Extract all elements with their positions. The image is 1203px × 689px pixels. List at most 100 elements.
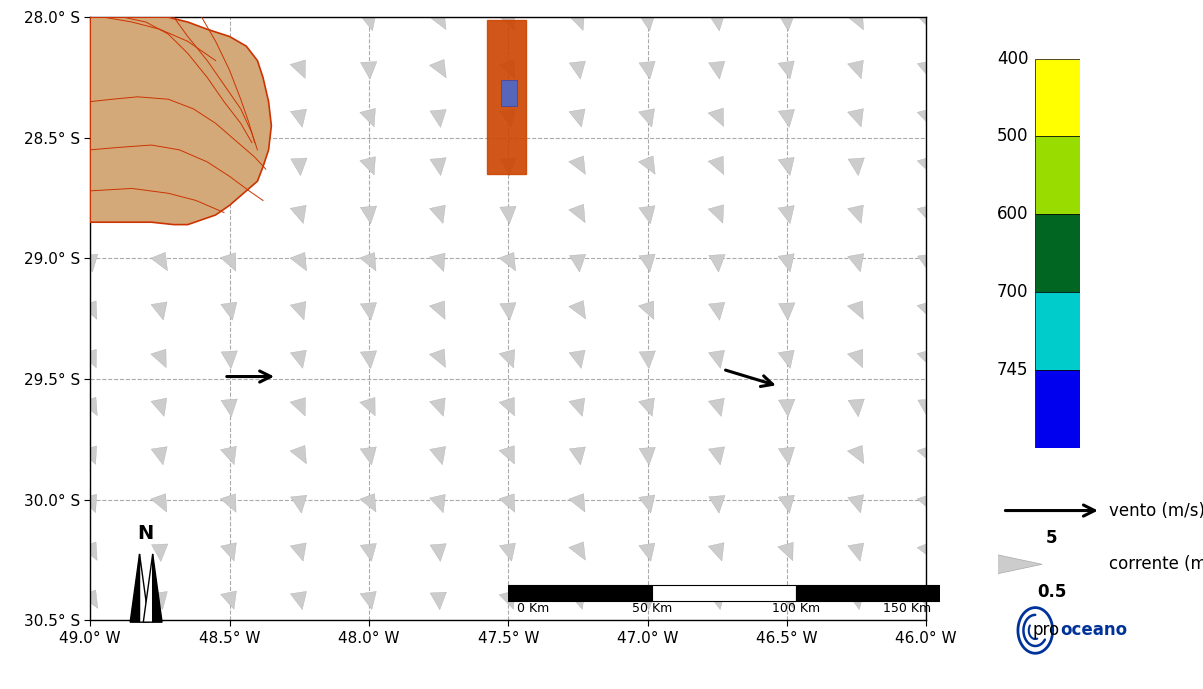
Polygon shape <box>639 351 656 369</box>
Polygon shape <box>918 61 934 79</box>
Polygon shape <box>429 59 446 78</box>
Polygon shape <box>778 542 793 561</box>
Polygon shape <box>360 544 377 562</box>
Text: 400: 400 <box>997 50 1029 68</box>
Text: 0 Km: 0 Km <box>517 602 549 615</box>
Polygon shape <box>709 398 724 416</box>
Polygon shape <box>81 446 96 464</box>
Polygon shape <box>709 350 724 369</box>
Polygon shape <box>499 60 515 78</box>
Polygon shape <box>290 591 307 610</box>
Polygon shape <box>429 301 445 320</box>
Polygon shape <box>429 398 445 416</box>
Polygon shape <box>709 254 725 272</box>
Polygon shape <box>848 543 864 562</box>
Polygon shape <box>361 302 377 320</box>
Polygon shape <box>709 543 724 561</box>
Polygon shape <box>848 158 865 176</box>
Polygon shape <box>709 108 724 127</box>
Bar <box>1035 59 1080 136</box>
Polygon shape <box>639 156 656 174</box>
Polygon shape <box>360 108 375 127</box>
Polygon shape <box>360 398 375 416</box>
Polygon shape <box>81 590 97 608</box>
Text: 50 Km: 50 Km <box>632 602 672 615</box>
Polygon shape <box>639 109 654 127</box>
Polygon shape <box>220 446 236 464</box>
Polygon shape <box>639 206 654 224</box>
Polygon shape <box>992 554 1042 575</box>
Polygon shape <box>917 108 932 127</box>
Polygon shape <box>848 495 864 513</box>
Text: 500: 500 <box>997 127 1029 145</box>
Text: corrente (m/s): corrente (m/s) <box>1109 555 1203 573</box>
Polygon shape <box>150 494 167 512</box>
Polygon shape <box>502 80 516 106</box>
Polygon shape <box>360 591 377 610</box>
Polygon shape <box>499 446 515 464</box>
Polygon shape <box>290 543 307 562</box>
Polygon shape <box>499 109 516 127</box>
Polygon shape <box>290 205 307 223</box>
Polygon shape <box>778 13 795 31</box>
Polygon shape <box>221 302 237 320</box>
Polygon shape <box>360 252 377 271</box>
Polygon shape <box>220 543 236 561</box>
Polygon shape <box>848 205 864 223</box>
Polygon shape <box>150 349 166 368</box>
Polygon shape <box>569 300 586 319</box>
Polygon shape <box>429 11 446 30</box>
Polygon shape <box>81 301 97 319</box>
Polygon shape <box>81 494 96 513</box>
Polygon shape <box>639 398 654 416</box>
Polygon shape <box>81 542 97 560</box>
Polygon shape <box>778 157 794 176</box>
Polygon shape <box>569 61 586 79</box>
Polygon shape <box>639 301 654 320</box>
Polygon shape <box>290 60 306 79</box>
Polygon shape <box>569 109 585 127</box>
Polygon shape <box>290 350 307 369</box>
Polygon shape <box>499 590 515 609</box>
Bar <box>1035 292 1080 370</box>
Polygon shape <box>777 590 794 608</box>
Polygon shape <box>360 493 377 512</box>
Polygon shape <box>847 349 863 368</box>
Polygon shape <box>361 351 377 369</box>
Polygon shape <box>639 543 654 562</box>
Polygon shape <box>778 447 795 465</box>
Polygon shape <box>429 446 445 465</box>
Polygon shape <box>150 398 167 416</box>
Polygon shape <box>639 13 656 31</box>
Polygon shape <box>709 13 725 31</box>
Polygon shape <box>361 61 377 79</box>
Text: 0.5: 0.5 <box>1037 583 1066 601</box>
Polygon shape <box>639 495 654 513</box>
Polygon shape <box>291 158 307 176</box>
Bar <box>1035 214 1080 292</box>
Polygon shape <box>709 302 725 320</box>
Polygon shape <box>709 446 724 465</box>
Text: 600: 600 <box>997 205 1029 223</box>
Polygon shape <box>153 554 162 622</box>
Polygon shape <box>499 494 515 513</box>
Polygon shape <box>778 254 794 272</box>
Polygon shape <box>152 592 167 610</box>
Bar <box>796 584 941 601</box>
Polygon shape <box>220 494 236 513</box>
Polygon shape <box>429 205 445 223</box>
Polygon shape <box>917 446 932 464</box>
Polygon shape <box>431 592 446 610</box>
Polygon shape <box>918 254 934 272</box>
Polygon shape <box>220 591 236 609</box>
Text: vento (m/s): vento (m/s) <box>1109 502 1203 520</box>
Polygon shape <box>917 12 932 30</box>
Text: 150 Km: 150 Km <box>883 602 931 615</box>
Polygon shape <box>778 205 794 224</box>
Polygon shape <box>569 542 586 560</box>
Polygon shape <box>143 554 153 622</box>
Polygon shape <box>291 495 307 513</box>
Polygon shape <box>290 252 307 271</box>
Polygon shape <box>918 592 934 610</box>
Polygon shape <box>569 156 586 174</box>
